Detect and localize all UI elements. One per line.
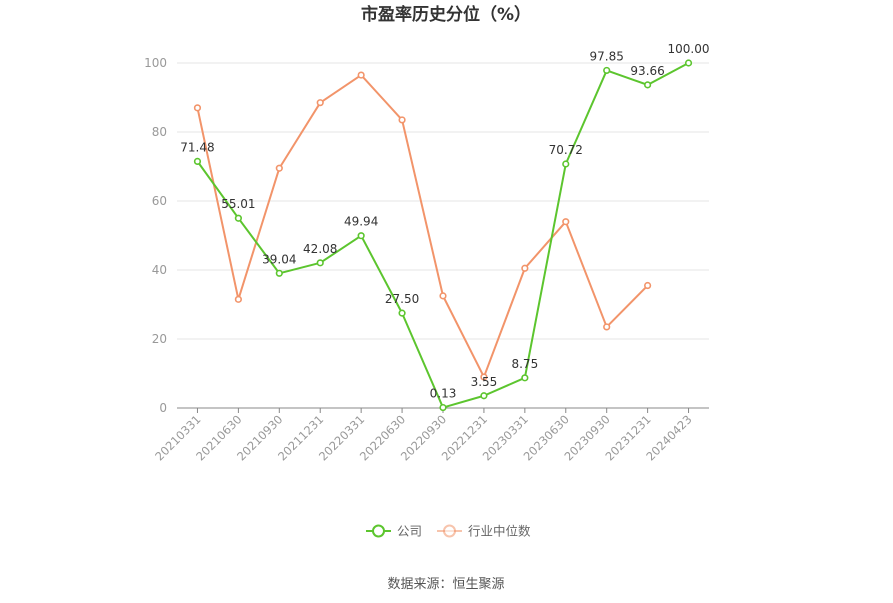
data-label: 27.50 bbox=[385, 292, 419, 306]
series-point-1[interactable] bbox=[193, 104, 202, 112]
data-label: 93.66 bbox=[630, 64, 664, 78]
series-point-0[interactable] bbox=[644, 81, 652, 89]
series-point-0[interactable] bbox=[398, 309, 406, 317]
data-label: 8.75 bbox=[511, 357, 538, 371]
data-label: 55.01 bbox=[221, 197, 255, 211]
data-source: 数据来源：恒生聚源 bbox=[387, 577, 504, 592]
series-point-0[interactable] bbox=[603, 66, 611, 75]
data-labels: 71.48 55.01 39.04 42.08 49.94 27.50 0.13 3.55 8.… bbox=[180, 42, 709, 401]
series-point-0[interactable] bbox=[316, 259, 324, 267]
chart-title: 市盈率历史分位（%） bbox=[361, 4, 531, 25]
y-tick-label: 40 bbox=[152, 263, 167, 277]
legend-item-0[interactable]: 公司 bbox=[366, 524, 422, 539]
series bbox=[193, 59, 693, 412]
legend-label: 公司 bbox=[397, 524, 422, 539]
series-point-0[interactable] bbox=[480, 392, 488, 400]
data-label: 49.94 bbox=[344, 215, 378, 229]
y-tick-label: 80 bbox=[152, 125, 167, 139]
data-label: 39.04 bbox=[262, 252, 296, 266]
y-tick-label: 60 bbox=[152, 194, 167, 208]
series-point-1[interactable] bbox=[480, 373, 488, 381]
y-tick-label: 20 bbox=[152, 332, 167, 346]
y-tick-label: 100 bbox=[144, 56, 167, 70]
legend[interactable]: 公司 行业中位数 bbox=[366, 524, 531, 539]
series-point-0[interactable] bbox=[439, 403, 447, 412]
series-point-0[interactable] bbox=[684, 59, 693, 67]
data-label: 97.85 bbox=[590, 49, 624, 63]
series-point-1[interactable] bbox=[275, 164, 283, 172]
series-point-1[interactable] bbox=[521, 264, 529, 272]
series-point-1[interactable] bbox=[398, 116, 406, 124]
series-point-0[interactable] bbox=[234, 214, 242, 222]
series-point-0[interactable] bbox=[357, 232, 365, 240]
series-line-1 bbox=[196, 74, 649, 378]
series-point-1[interactable] bbox=[603, 323, 611, 331]
data-label: 42.08 bbox=[303, 242, 337, 256]
data-label: 71.48 bbox=[180, 140, 214, 154]
data-label: 0.13 bbox=[430, 387, 457, 401]
series-point-1[interactable] bbox=[562, 218, 570, 226]
data-label: 3.55 bbox=[471, 375, 498, 389]
legend-label: 行业中位数 bbox=[468, 524, 531, 539]
data-label: 70.72 bbox=[549, 143, 583, 157]
series-point-1[interactable] bbox=[439, 292, 447, 300]
series-point-0[interactable] bbox=[562, 160, 570, 168]
y-tick-label: 0 bbox=[159, 401, 167, 415]
series-point-1[interactable] bbox=[357, 71, 365, 79]
data-label: 100.00 bbox=[668, 42, 710, 56]
grid-lines bbox=[177, 62, 709, 340]
series-point-0[interactable] bbox=[521, 374, 529, 382]
series-line-0 bbox=[196, 62, 690, 409]
series-point-0[interactable] bbox=[193, 157, 202, 165]
series-point-1[interactable] bbox=[234, 295, 242, 303]
legend-item-1[interactable]: 行业中位数 bbox=[437, 524, 531, 539]
legend-marker bbox=[372, 524, 385, 538]
axes: 0204060801002021033120210630202109302021… bbox=[144, 56, 709, 464]
series-point-1[interactable] bbox=[644, 281, 652, 290]
series-point-1[interactable] bbox=[316, 99, 324, 107]
legend-marker bbox=[443, 524, 456, 538]
series-point-0[interactable] bbox=[275, 269, 283, 277]
